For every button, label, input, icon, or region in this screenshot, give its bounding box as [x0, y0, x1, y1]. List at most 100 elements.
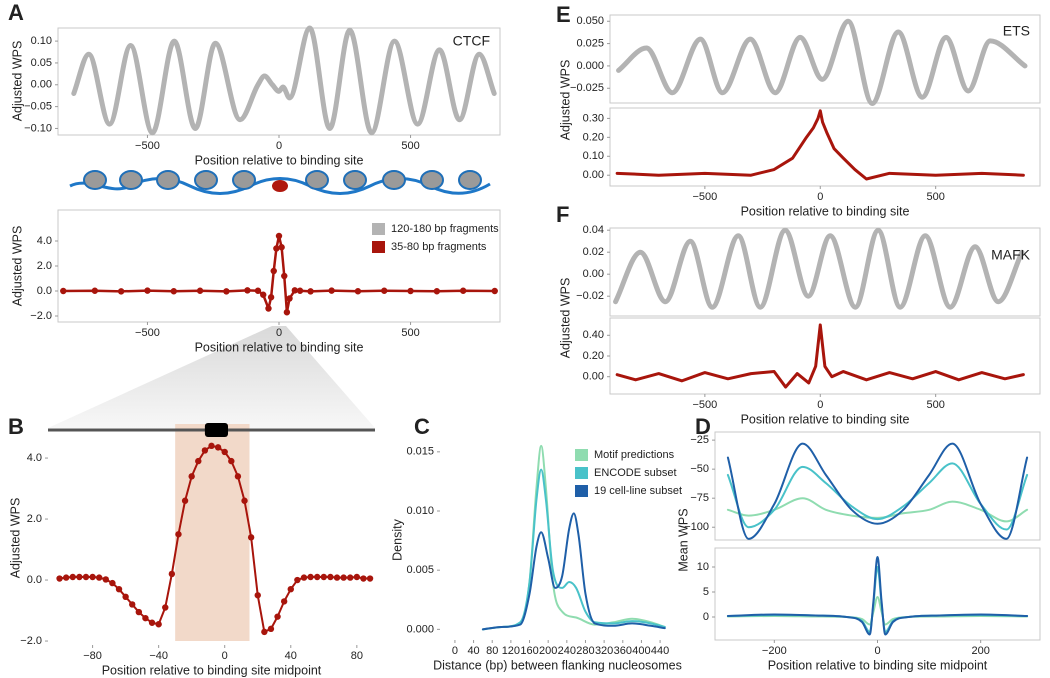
data-point: [283, 309, 291, 316]
plot-frame: [609, 227, 1041, 317]
y-tick-label: 0.10: [583, 150, 604, 162]
data-point: [353, 573, 361, 581]
y-tick-label: 5: [703, 586, 709, 598]
y-tick-label: 0.0: [37, 285, 52, 297]
y-tick-label: 0.10: [31, 35, 52, 47]
x-tick-label: 160: [520, 645, 538, 657]
data-point: [62, 574, 70, 581]
data-point: [265, 305, 272, 312]
y-tick-label: −2.0: [30, 310, 52, 322]
y-tick-label: −25: [690, 434, 709, 446]
data-point: [82, 573, 90, 581]
x-tick-label: 0: [817, 191, 823, 203]
y-axis-title: Adjusted WPS: [558, 60, 572, 141]
data-point: [381, 287, 388, 294]
data-point: [196, 287, 204, 294]
x-tick-label: 200: [539, 645, 557, 657]
zoom-wedge: [48, 326, 375, 428]
plot-frame: [609, 14, 1041, 104]
x-axis-title: Position relative to binding site midpoi…: [768, 658, 988, 672]
x-tick-label: 240: [558, 645, 576, 657]
x-tick-label: 0: [276, 327, 282, 339]
series-line: [613, 227, 1025, 310]
plot-frame: [714, 431, 1041, 541]
data-point: [188, 473, 195, 480]
y-tick-label: 0.40: [583, 329, 604, 341]
data-point: [278, 244, 285, 251]
y-tick-label: 0.050: [576, 15, 604, 27]
data-point: [135, 608, 143, 616]
y-tick-label: 2.0: [37, 260, 52, 272]
series-line: [726, 442, 1029, 540]
data-point: [274, 613, 281, 620]
legend-swatch: [372, 241, 385, 253]
data-point: [270, 267, 277, 275]
data-point: [307, 573, 314, 581]
y-tick-label: −50: [690, 463, 709, 475]
y-tick-label: 0.20: [583, 350, 604, 362]
data-point: [244, 287, 251, 294]
y-tick-label: 0.005: [406, 564, 434, 576]
nucleosome: [343, 170, 367, 190]
legend-label: 19 cell-line subset: [594, 485, 682, 497]
y-tick-label: 0.000: [406, 623, 434, 635]
data-point: [208, 442, 215, 450]
nucleosome: [83, 170, 107, 190]
y-tick-label: 0: [703, 611, 709, 623]
series-line: [726, 497, 1029, 523]
motif-block: [204, 423, 229, 437]
y-tick-label: −0.025: [570, 82, 604, 94]
y-tick-label: −0.10: [24, 122, 52, 134]
y-tick-label: 0.00: [583, 169, 604, 181]
y-tick-label: 0.015: [406, 446, 434, 458]
data-point: [333, 574, 341, 581]
data-point: [162, 604, 169, 611]
data-point: [280, 598, 288, 605]
data-point: [260, 291, 267, 298]
x-tick-label: 500: [401, 140, 419, 152]
y-tick-label: 0.00: [583, 371, 604, 383]
data-point: [129, 601, 136, 608]
y-tick-label: 2.0: [27, 513, 42, 525]
series-line: [726, 566, 1029, 633]
x-tick-label: −500: [135, 327, 160, 339]
data-point: [273, 245, 280, 252]
x-axis-title: Position relative to binding site: [741, 204, 910, 218]
data-point: [221, 448, 228, 456]
x-tick-label: −200: [762, 645, 787, 657]
data-point: [241, 497, 248, 504]
data-point: [354, 288, 362, 295]
data-point: [56, 575, 63, 582]
annotation: MAFK: [991, 247, 1031, 263]
x-tick-label: 40: [467, 645, 479, 657]
nucleosome: [458, 170, 482, 190]
y-axis-title: Mean WPS: [676, 508, 690, 571]
x-tick-label: 0: [817, 399, 823, 411]
data-point: [228, 457, 235, 465]
series-line: [726, 462, 1029, 531]
y-tick-label: −100: [684, 521, 709, 533]
legend-label: 120-180 bp fragments: [391, 223, 499, 235]
panel-letter: C: [414, 414, 430, 439]
x-tick-label: −500: [135, 140, 160, 152]
plot-frame: [57, 27, 501, 136]
legend-swatch: [575, 449, 588, 461]
y-axis-title: Adjusted WPS: [10, 226, 24, 307]
nucleosome: [119, 170, 143, 190]
data-point: [340, 574, 347, 581]
y-tick-label: −0.05: [24, 101, 52, 113]
x-axis-title: Position relative to binding site: [195, 340, 364, 354]
nucleosome-diagram: [69, 170, 491, 195]
data-point: [181, 497, 189, 504]
annotation: ETS: [1003, 23, 1030, 39]
highlight-region: [175, 424, 250, 641]
y-tick-label: −0.02: [576, 290, 604, 302]
data-point: [89, 573, 96, 581]
data-point: [102, 576, 110, 583]
legend-label: Motif predictions: [594, 449, 675, 461]
data-point: [69, 573, 76, 581]
nucleosome: [305, 170, 329, 190]
y-tick-label: 0.010: [406, 505, 434, 517]
data-point: [76, 573, 83, 581]
x-tick-label: 80: [351, 650, 363, 662]
